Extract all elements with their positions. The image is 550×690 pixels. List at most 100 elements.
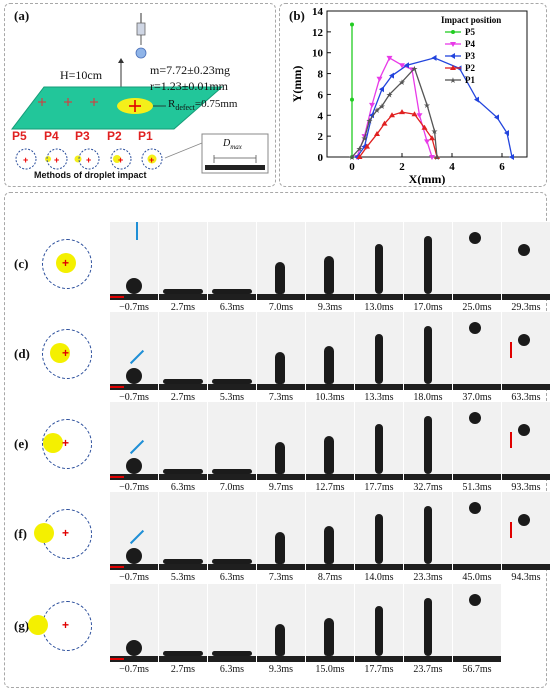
frame-time-label: 17.7ms — [364, 664, 394, 675]
svg-text:+: + — [86, 155, 91, 165]
substrate-surface — [306, 564, 354, 570]
svg-text:+: + — [118, 155, 123, 165]
high-speed-frame — [404, 492, 452, 570]
high-speed-frame — [355, 584, 403, 662]
frame-time-label: 2.7ms — [170, 664, 196, 675]
high-speed-frame — [453, 222, 501, 300]
substrate-surface — [208, 384, 256, 390]
high-speed-frame — [355, 312, 403, 390]
high-speed-frame — [159, 492, 207, 570]
high-speed-frame — [355, 402, 403, 480]
dmax-symbol: D — [223, 138, 231, 149]
rebound-jet — [275, 262, 285, 294]
frame-time-label: 37.0ms — [462, 392, 492, 403]
data-point — [399, 63, 405, 69]
detached-droplet — [518, 244, 530, 256]
frame-time-label: 23.3ms — [413, 572, 443, 583]
substrate-surface — [306, 656, 354, 662]
frame-time-label: 9.7ms — [268, 482, 294, 493]
substrate-surface — [306, 384, 354, 390]
high-speed-frame — [159, 222, 207, 300]
high-speed-frame — [404, 584, 452, 662]
impact-spot-icon — [34, 523, 54, 543]
spreading-film — [212, 559, 252, 564]
rebound-arrow-icon — [510, 522, 512, 538]
spreading-film — [212, 289, 252, 294]
high-speed-frame — [355, 492, 403, 570]
data-point — [389, 72, 394, 79]
high-speed-frame — [208, 222, 256, 300]
defect-centre-icon: + — [62, 618, 70, 632]
frame-time-label: 56.7ms — [462, 664, 492, 675]
high-speed-frame — [306, 222, 354, 300]
rebound-jet — [424, 326, 432, 384]
substrate-surface — [110, 294, 158, 300]
spreading-film — [163, 559, 203, 564]
row-tag: (c) — [14, 256, 29, 271]
substrate-surface — [355, 294, 403, 300]
row-tag: (f) — [14, 526, 27, 541]
data-point — [364, 143, 370, 149]
substrate-surface — [110, 474, 158, 480]
frame-time-label: 8.7ms — [317, 572, 343, 583]
data-point: ★ — [449, 76, 456, 85]
data-point — [421, 124, 428, 130]
droplet — [126, 458, 142, 474]
high-speed-frame — [159, 312, 207, 390]
row-tag: (g) — [14, 618, 30, 633]
frame-time-label: 2.7ms — [170, 302, 196, 313]
data-point — [429, 155, 435, 160]
rebound-jet — [324, 346, 334, 384]
rdefect-subscript: defect — [175, 103, 195, 113]
high-speed-frame — [110, 492, 158, 570]
high-speed-frame — [110, 584, 158, 662]
frame-time-label: 10.3ms — [315, 392, 345, 403]
spreading-film — [163, 289, 203, 294]
substrate-surface — [257, 656, 305, 662]
legend-label: P4 — [465, 39, 475, 49]
defect-centre-icon: + — [62, 256, 70, 270]
droplet — [126, 278, 142, 294]
data-point: ★ — [423, 101, 430, 110]
frame-time-label: 94.3ms — [511, 572, 541, 583]
frame-time-label: 17.0ms — [413, 302, 443, 313]
rebound-jet — [324, 526, 334, 564]
high-speed-frame — [453, 402, 501, 480]
data-point — [381, 120, 388, 126]
panel-a-tag: (a) — [14, 8, 30, 23]
data-point — [424, 139, 430, 145]
plot-frame — [326, 10, 528, 158]
defect-ring-icon — [42, 239, 92, 289]
spreading-film — [163, 469, 203, 474]
impact-spot-icon — [43, 433, 63, 453]
high-speed-frame — [355, 222, 403, 300]
position-label-p3: P3 — [75, 129, 90, 143]
data-point — [504, 130, 509, 137]
frame-time-label: −0.7ms — [119, 572, 149, 583]
rebound-jet — [324, 436, 334, 474]
rebound-jet — [275, 352, 285, 384]
detached-droplet — [518, 514, 530, 526]
substrate-surface — [453, 564, 501, 570]
frame-time-label: 29.3ms — [511, 302, 541, 313]
data-point — [416, 113, 423, 119]
data-point: ★ — [433, 153, 440, 162]
droplet — [126, 548, 142, 564]
data-point — [386, 55, 393, 61]
rebound-arrow-icon — [510, 342, 512, 358]
high-speed-frame — [110, 402, 158, 480]
svg-text:+: + — [54, 155, 59, 165]
rdefect-value: =0.75mm — [194, 98, 238, 110]
high-speed-frame — [502, 492, 550, 570]
substrate-surface — [502, 564, 550, 570]
substrate-surface — [208, 474, 256, 480]
x-tick-label: 0 — [349, 161, 355, 173]
frame-time-label: 15.0ms — [315, 664, 345, 675]
frame-time-label: 5.3ms — [219, 392, 245, 403]
data-point — [399, 109, 405, 115]
high-speed-frame — [453, 492, 501, 570]
frame-time-label: 7.0ms — [268, 302, 294, 313]
position-label-p4: P4 — [44, 129, 59, 143]
high-speed-frame — [110, 222, 158, 300]
substrate-surface — [355, 564, 403, 570]
